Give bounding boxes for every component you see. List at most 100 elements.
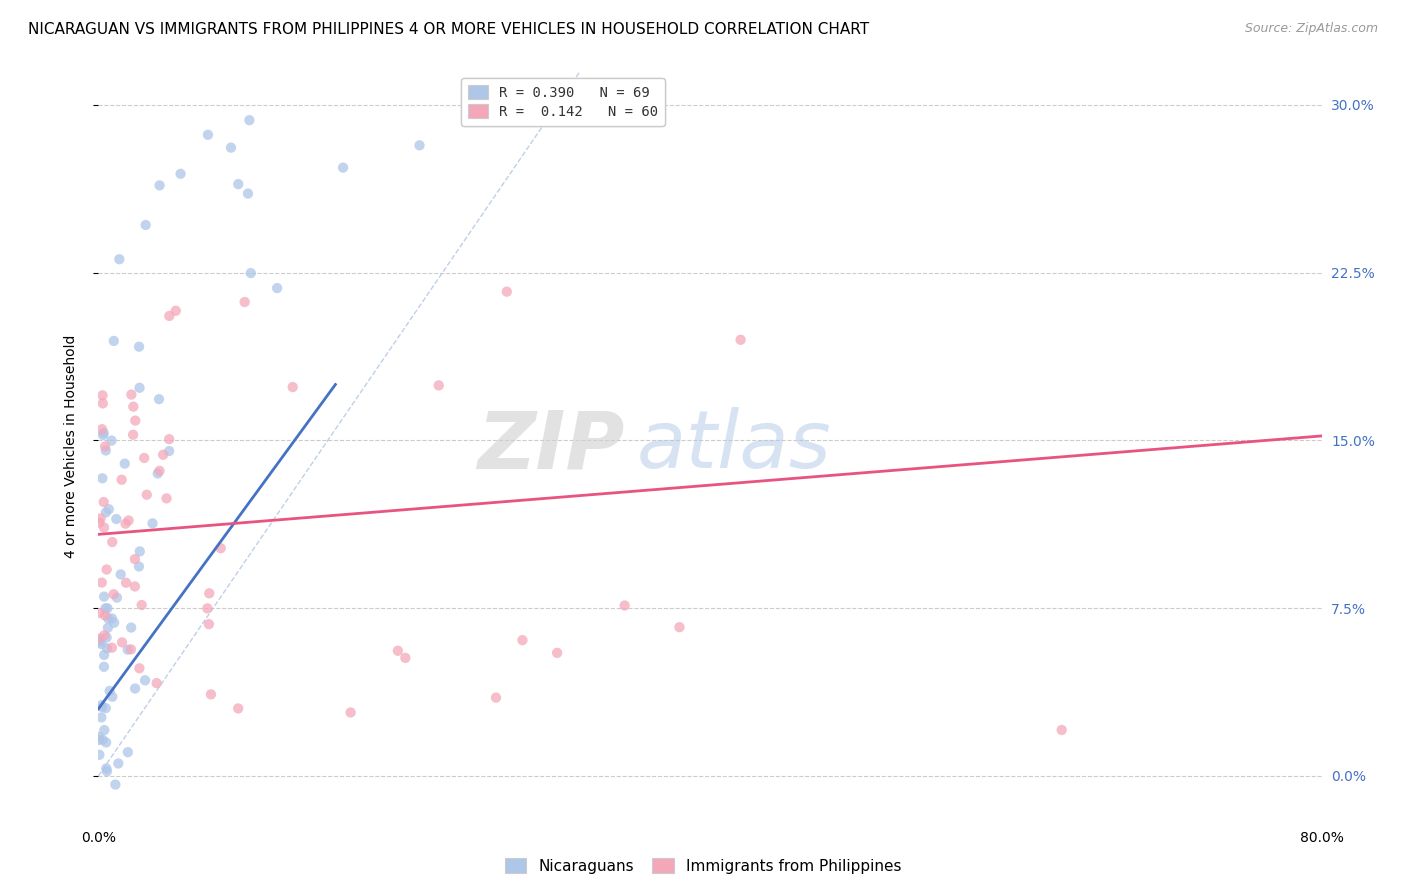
- Point: [97, 502, 120, 516]
- Point: [236, 186, 259, 201]
- Point: [93, 723, 115, 737]
- Point: [238, 113, 260, 128]
- Point: [96, 563, 118, 577]
- Point: [394, 651, 416, 665]
- Point: [148, 392, 170, 407]
- Point: [157, 432, 180, 446]
- Point: [94, 735, 117, 749]
- Point: [152, 448, 174, 462]
- Point: [94, 701, 117, 715]
- Point: [117, 642, 139, 657]
- Point: [157, 309, 180, 323]
- Point: [226, 701, 249, 715]
- Point: [117, 745, 139, 759]
- Point: [495, 285, 517, 299]
- Point: [93, 628, 115, 642]
- Point: [165, 303, 187, 318]
- Point: [501, 109, 523, 123]
- Point: [128, 661, 150, 675]
- Point: [157, 444, 180, 458]
- Point: [91, 422, 114, 436]
- Point: [93, 425, 115, 440]
- Point: [387, 644, 409, 658]
- Point: [135, 218, 157, 232]
- Point: [89, 633, 111, 648]
- Point: [101, 535, 124, 549]
- Point: [120, 387, 142, 401]
- Point: [200, 687, 222, 701]
- Point: [111, 473, 134, 487]
- Point: [89, 733, 111, 747]
- Point: [266, 281, 288, 295]
- Point: [90, 575, 112, 590]
- Point: [198, 617, 221, 632]
- Point: [239, 266, 262, 280]
- Point: [91, 396, 114, 410]
- Point: [108, 252, 131, 267]
- Point: [145, 676, 167, 690]
- Point: [103, 334, 125, 348]
- Point: [101, 690, 124, 704]
- Point: [89, 516, 111, 530]
- Text: atlas: atlas: [637, 407, 831, 485]
- Point: [209, 541, 232, 556]
- Y-axis label: 4 or more Vehicles in Household: 4 or more Vehicles in Household: [63, 334, 77, 558]
- Point: [408, 138, 430, 153]
- Point: [97, 611, 120, 625]
- Point: [1050, 723, 1073, 737]
- Point: [128, 544, 150, 558]
- Point: [141, 516, 163, 531]
- Point: [281, 380, 304, 394]
- Point: [730, 333, 752, 347]
- Point: [120, 642, 142, 657]
- Point: [114, 516, 136, 531]
- Point: [93, 495, 115, 509]
- Point: [197, 128, 219, 142]
- Point: [124, 681, 146, 696]
- Point: [122, 400, 145, 414]
- Point: [104, 778, 127, 792]
- Point: [97, 621, 120, 635]
- Point: [90, 637, 112, 651]
- Point: [131, 598, 153, 612]
- Point: [94, 505, 117, 519]
- Point: [134, 673, 156, 688]
- Point: [98, 684, 121, 698]
- Point: [101, 640, 124, 655]
- Point: [91, 732, 114, 747]
- Point: [155, 491, 177, 506]
- Point: [120, 621, 142, 635]
- Point: [105, 591, 128, 605]
- Point: [195, 601, 218, 615]
- Point: [546, 646, 568, 660]
- Point: [128, 559, 150, 574]
- Point: [103, 615, 125, 630]
- Point: [148, 464, 170, 478]
- Point: [89, 632, 111, 646]
- Point: [149, 178, 172, 193]
- Point: [89, 747, 111, 762]
- Point: [169, 167, 191, 181]
- Point: [87, 635, 110, 649]
- Point: [124, 579, 146, 593]
- Point: [89, 606, 111, 620]
- Point: [96, 761, 118, 775]
- Point: [111, 635, 134, 649]
- Point: [100, 434, 122, 448]
- Point: [124, 414, 146, 428]
- Point: [89, 730, 111, 744]
- Point: [110, 567, 132, 582]
- Point: [103, 587, 125, 601]
- Point: [613, 599, 636, 613]
- Point: [105, 512, 128, 526]
- Point: [90, 511, 112, 525]
- Point: [90, 710, 112, 724]
- Point: [226, 177, 249, 191]
- Point: [90, 698, 112, 713]
- Point: [512, 633, 534, 648]
- Point: [96, 601, 118, 615]
- Point: [94, 608, 117, 623]
- Point: [101, 611, 124, 625]
- Point: [115, 575, 138, 590]
- Point: [128, 381, 150, 395]
